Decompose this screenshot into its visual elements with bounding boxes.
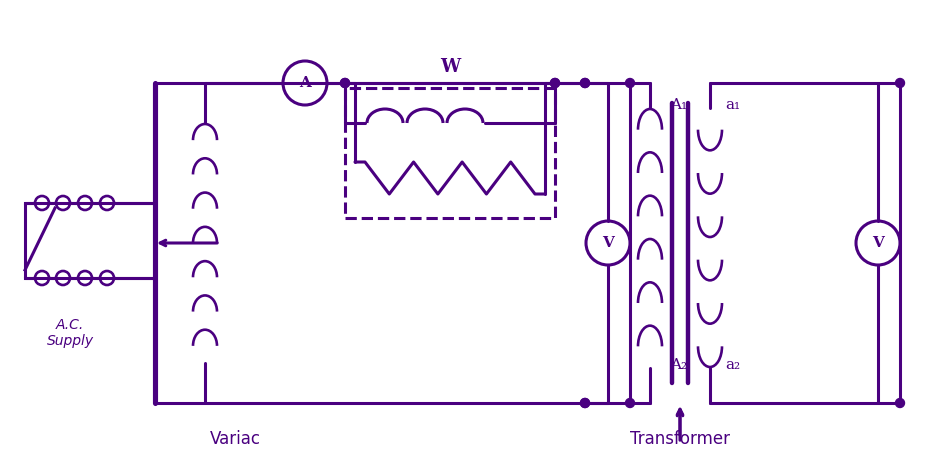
Circle shape <box>340 79 349 88</box>
Circle shape <box>895 398 903 408</box>
Text: A.C.
Supply: A.C. Supply <box>46 318 93 348</box>
Text: V: V <box>871 236 883 250</box>
Text: A₂: A₂ <box>669 358 686 372</box>
Text: a₂: a₂ <box>724 358 739 372</box>
Circle shape <box>625 398 633 408</box>
Circle shape <box>580 398 589 408</box>
Text: a₁: a₁ <box>724 98 739 112</box>
Text: W: W <box>440 58 460 76</box>
Text: V: V <box>601 236 614 250</box>
Text: A: A <box>298 76 311 90</box>
Circle shape <box>580 79 589 88</box>
Circle shape <box>895 79 903 88</box>
Text: A₁: A₁ <box>669 98 686 112</box>
Circle shape <box>550 79 559 88</box>
Circle shape <box>580 79 589 88</box>
Circle shape <box>580 398 589 408</box>
Text: Variac: Variac <box>210 430 261 448</box>
Text: Transformer: Transformer <box>630 430 729 448</box>
Circle shape <box>550 79 559 88</box>
Circle shape <box>625 79 633 88</box>
Circle shape <box>340 79 349 88</box>
